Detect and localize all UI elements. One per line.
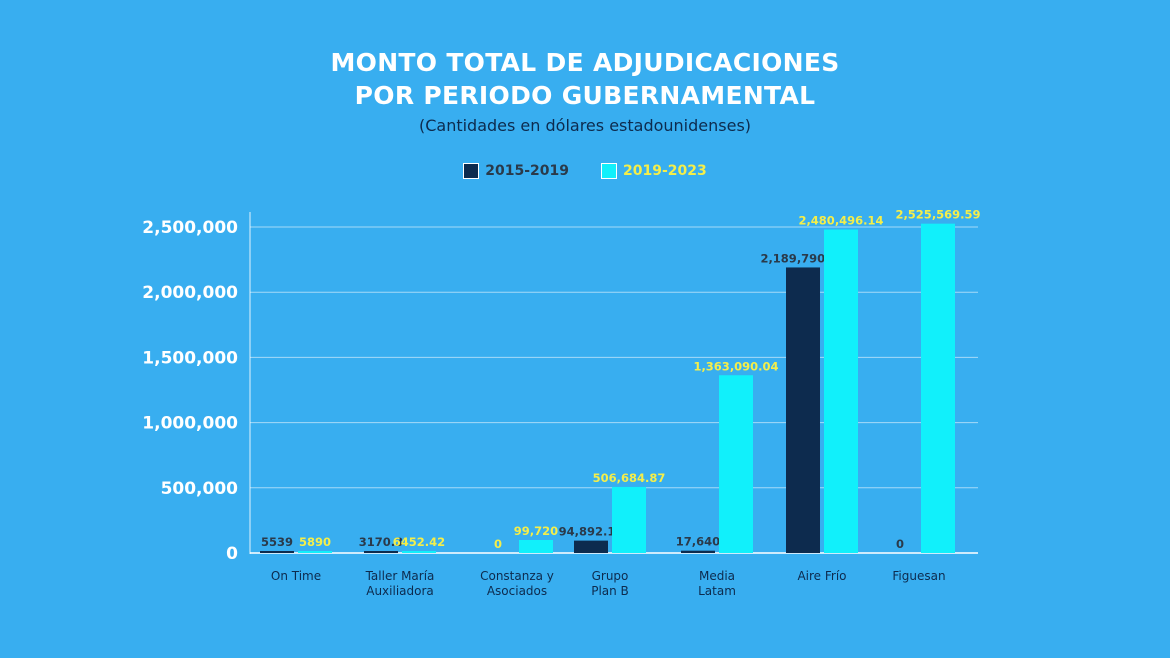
bar-2019-2023-1 (402, 551, 436, 553)
y-tick-label: 500,000 (161, 479, 239, 499)
category-label: Auxiliadora (366, 584, 434, 598)
y-tick-label: 1,500,000 (142, 348, 238, 368)
category-label: Latam (698, 584, 736, 598)
data-label: 3170.3 (359, 535, 403, 549)
category-label: Taller María (365, 569, 435, 583)
category-label: Plan B (591, 584, 629, 598)
data-label: 0 (494, 537, 502, 551)
legend-swatch-series2 (601, 163, 617, 179)
bar-2015-2019-3 (574, 540, 608, 553)
data-label: 2,525,569.59 (895, 208, 980, 222)
legend-item-series2: 2019-2023 (601, 163, 707, 179)
bar-2015-2019-0 (260, 551, 294, 553)
y-tick-label: 2,000,000 (142, 283, 238, 303)
category-label: Aire Frío (797, 569, 846, 583)
chart-subtitle: (Cantidades en dólares estadounidenses) (418, 116, 752, 135)
chart-title-line1: MONTO TOTAL DE ADJUDICACIONES (330, 48, 840, 77)
data-label: 99,720 (514, 524, 558, 538)
legend-label-series1: 2015-2019 (485, 163, 569, 179)
y-tick-label: 1,000,000 (142, 414, 238, 434)
data-label: 1,363,090.04 (693, 359, 778, 373)
bar-2019-2023-6 (921, 223, 955, 554)
data-label: 0 (896, 537, 904, 551)
legend-swatch-series1 (463, 163, 480, 179)
bar-2019-2023-4 (719, 375, 753, 553)
bar-2019-2023-0 (298, 551, 332, 553)
legend-item-series1: 2015-2019 (463, 163, 569, 179)
chart-title: MONTO TOTAL DE ADJUDICACIONES POR PERIOD… (0, 46, 1170, 112)
bar-2019-2023-2 (519, 539, 553, 553)
data-label: 6452.42 (393, 535, 445, 549)
category-label: Asociados (487, 584, 547, 598)
chart-title-line2: POR PERIODO GUBERNAMENTAL (354, 81, 816, 110)
data-label: 506,684.87 (593, 471, 666, 485)
y-tick-label: 2,500,000 (142, 218, 238, 238)
bar-2015-2019-1 (364, 551, 398, 553)
data-label: 94,892.18 (559, 525, 624, 539)
data-label: 2,480,496.14 (798, 214, 883, 228)
category-label: Grupo (592, 569, 629, 583)
data-label: 5890 (299, 535, 331, 549)
legend-label-series2: 2019-2023 (623, 163, 707, 179)
legend: 2015-2019 2019-2023 (0, 163, 1170, 179)
category-label: Figuesan (892, 569, 945, 583)
bar-2015-2019-5 (786, 267, 820, 553)
category-label: On Time (271, 569, 321, 583)
category-label: Media (699, 569, 735, 583)
bar-2019-2023-5 (824, 229, 858, 553)
bar-2019-2023-3 (612, 486, 646, 553)
bar-2015-2019-4 (681, 550, 715, 553)
y-tick-label: 0 (226, 544, 238, 564)
data-label: 5539 (261, 535, 293, 549)
category-label: Constanza y (480, 569, 554, 583)
data-label: 17,640 (676, 535, 720, 549)
